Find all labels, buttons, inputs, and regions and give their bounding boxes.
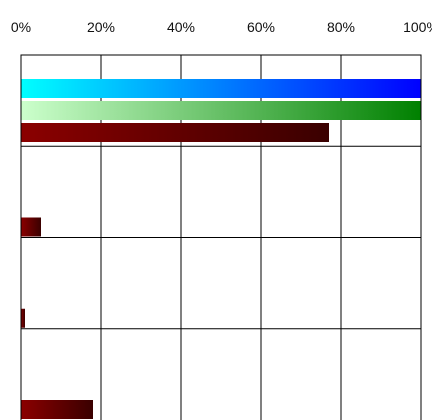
- bar: [21, 79, 421, 98]
- x-axis-tick-labels: 0% 20% 40% 60% 80% 100%: [11, 19, 432, 35]
- x-tick-label: 60%: [247, 19, 275, 35]
- bar: [21, 400, 93, 419]
- x-tick-label: 80%: [327, 19, 355, 35]
- plot-frame: [20, 54, 422, 420]
- x-tick-label: 40%: [167, 19, 195, 35]
- x-tick-label: 0%: [11, 19, 31, 35]
- bar: [21, 217, 41, 237]
- chart-bars: [21, 79, 421, 419]
- x-tick-label: 20%: [87, 19, 115, 35]
- bar: [21, 123, 329, 142]
- x-tick-label: 100%: [403, 19, 432, 35]
- bar: [21, 308, 25, 328]
- bar: [21, 101, 421, 120]
- plot-border: [20, 54, 422, 420]
